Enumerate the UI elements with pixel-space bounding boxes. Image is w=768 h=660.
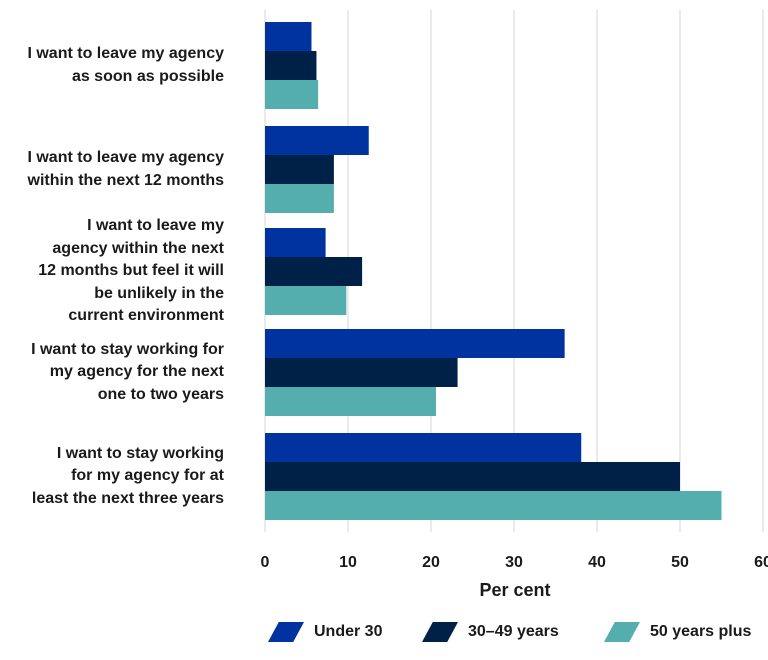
bar bbox=[265, 228, 326, 257]
bar bbox=[265, 22, 312, 51]
x-tick-label: 10 bbox=[339, 554, 357, 571]
legend-swatch bbox=[604, 622, 640, 642]
legend-swatch bbox=[422, 622, 458, 642]
bar bbox=[265, 387, 436, 416]
bar bbox=[265, 286, 347, 315]
x-tick-labels: 0 10 20 30 40 50 60 bbox=[261, 554, 768, 571]
bar bbox=[265, 155, 334, 184]
bar bbox=[265, 184, 334, 213]
legend-item: 50 years plus bbox=[604, 620, 751, 644]
bar bbox=[265, 358, 458, 387]
bar bbox=[265, 329, 565, 358]
category-label: I want to leave my agency within the nex… bbox=[27, 149, 224, 189]
bar bbox=[265, 51, 317, 80]
legend-label: 50 years plus bbox=[650, 623, 752, 640]
category-label: I want to stay working for my agency for… bbox=[31, 340, 224, 403]
x-tick-label: 40 bbox=[588, 554, 606, 571]
category-label: I want to leave my agency within the nex… bbox=[38, 217, 224, 325]
legend-item: Under 30 bbox=[268, 620, 382, 644]
bar bbox=[265, 491, 722, 520]
x-tick-label: 50 bbox=[671, 554, 689, 571]
x-tick-label: 60 bbox=[754, 554, 768, 571]
legend-label: Under 30 bbox=[314, 623, 383, 640]
x-tick-label: 0 bbox=[261, 554, 270, 571]
gridlines bbox=[264, 10, 764, 532]
bar bbox=[265, 126, 369, 155]
x-tick-label: 20 bbox=[422, 554, 440, 571]
legend-swatch bbox=[268, 622, 304, 642]
x-axis-title: Per cent bbox=[479, 580, 551, 600]
x-tick-label: 30 bbox=[505, 554, 523, 571]
category-label: I want to stay working for my agency for… bbox=[31, 444, 224, 507]
bar bbox=[265, 257, 363, 286]
bar bbox=[265, 80, 319, 109]
bar bbox=[265, 462, 680, 491]
category-label: I want to leave my agency as soon as pos… bbox=[27, 45, 224, 85]
bar bbox=[265, 433, 582, 462]
legend-label: 30–49 years bbox=[468, 623, 559, 640]
bars bbox=[265, 22, 722, 520]
legend-item: 30–49 years bbox=[422, 620, 559, 644]
